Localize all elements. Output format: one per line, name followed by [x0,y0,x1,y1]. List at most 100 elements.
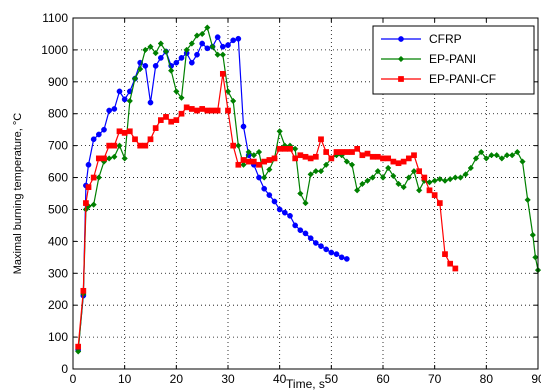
legend-marker-ep-pani [397,55,405,63]
data-point-ep-pani [224,88,232,95]
data-point-ep-pani-cf [452,265,459,272]
data-point-ep-pani [379,174,387,181]
data-point-ep-pani [416,187,423,194]
data-point-cfrp [302,230,309,237]
y-tick-label: 800 [48,107,68,121]
y-tick-label: 900 [48,75,68,89]
data-point-ep-pani [204,24,211,31]
data-point-ep-pani-cf [297,152,304,159]
data-point-ep-pani [472,155,480,162]
data-point-ep-pani-cf [80,287,87,294]
data-point-ep-pani [266,166,273,173]
data-point-cfrp [116,88,123,95]
data-point-ep-pani-cf [116,128,123,135]
data-point-ep-pani [467,164,474,172]
y-tick-label: 400 [48,234,68,248]
data-point-ep-pani-cf [385,155,392,162]
data-point-ep-pani [178,94,185,101]
data-point-ep-pani [447,175,454,183]
data-point-ep-pani [400,183,407,191]
series-ep-pani-cf [75,70,459,350]
data-point-ep-pani-cf [302,153,309,160]
data-point-ep-pani [462,171,469,178]
data-point-ep-pani-cf [204,107,211,114]
data-point-cfrp [323,246,330,253]
data-point-ep-pani-cf [95,155,102,162]
data-point-cfrp [307,235,314,242]
data-point-cfrp [266,192,273,198]
data-point-cfrp [276,206,283,213]
data-point-ep-pani-cf [121,130,128,136]
data-point-ep-pani-cf [281,145,288,152]
x-tick-label: 80 [480,372,494,386]
data-point-cfrp [106,107,113,114]
data-point-ep-pani-cf [245,158,252,165]
data-point-cfrp [188,59,195,66]
data-point-ep-pani-cf [106,142,113,149]
y-tick-label: 700 [48,139,68,153]
data-point-ep-pani-cf [219,70,226,77]
data-point-ep-pani-cf [163,114,169,120]
data-point-ep-pani [157,40,164,47]
data-point-ep-pani [483,155,490,162]
data-point-ep-pani [245,148,252,156]
data-point-ep-pani-cf [126,128,133,135]
data-point-ep-pani-cf [183,104,190,111]
data-point-ep-pani-cf [338,149,345,155]
data-point-ep-pani [131,75,139,82]
x-tick-label: 70 [428,372,442,386]
data-point-cfrp [157,55,164,61]
data-point-cfrp [318,243,324,249]
data-point-ep-pani [405,174,412,181]
data-point-ep-pani [343,158,350,165]
data-point-ep-pani-cf [214,107,221,114]
data-point-ep-pani [431,177,438,184]
data-point-ep-pani [255,148,263,156]
data-point-ep-pani-cf [276,145,283,152]
data-point-ep-pani-cf [405,155,412,162]
data-point-cfrp [152,63,159,69]
data-point-ep-pani [410,168,418,175]
data-point-ep-pani [441,177,449,184]
data-point-cfrp [333,251,340,257]
x-tick-label: 10 [118,372,132,386]
legend-marker-ep-pani-cf [398,76,404,82]
data-point-ep-pani [348,161,356,168]
data-point-ep-pani [106,155,113,162]
data-point-ep-pani [162,48,170,55]
data-point-ep-pani [390,172,397,180]
data-point-ep-pani-cf [240,157,247,163]
series-ep-pani [75,24,541,355]
data-point-ep-pani [137,65,144,73]
data-point-cfrp [328,249,335,256]
data-point-ep-pani [276,128,283,135]
data-point-ep-pani-cf [235,161,242,168]
data-point-ep-pani [524,196,531,204]
data-point-ep-pani-cf [90,174,97,181]
data-point-ep-pani-cf [157,117,164,123]
data-point-cfrp [147,99,154,106]
axis-ticks: 0102030405060708090010020030040050060070… [41,11,541,386]
data-point-ep-pani-cf [188,106,195,112]
data-point-ep-pani [214,51,221,58]
data-point-ep-pani-cf [266,157,273,163]
data-point-cfrp [101,126,107,133]
y-tick-label: 1000 [41,43,68,57]
legend-label-ep-pani-cf: EP-PANI-CF [429,72,496,86]
data-point-ep-pani-cf [142,142,149,149]
x-tick-label: 20 [170,372,184,386]
x-tick-label: 40 [273,372,287,386]
data-point-ep-pani-cf [380,155,386,162]
data-point-ep-pani [323,161,330,168]
data-point-ep-pani-cf [199,106,206,112]
data-point-cfrp [297,227,304,234]
data-point-ep-pani [488,152,495,159]
y-tick-label: 300 [48,266,68,280]
data-point-cfrp [240,123,247,130]
x-tick-label: 60 [376,372,390,386]
data-point-ep-pani-cf [369,153,376,160]
data-point-ep-pani [514,148,521,156]
data-point-cfrp [256,174,262,181]
data-point-ep-pani [374,168,381,175]
data-point-cfrp [312,240,319,246]
